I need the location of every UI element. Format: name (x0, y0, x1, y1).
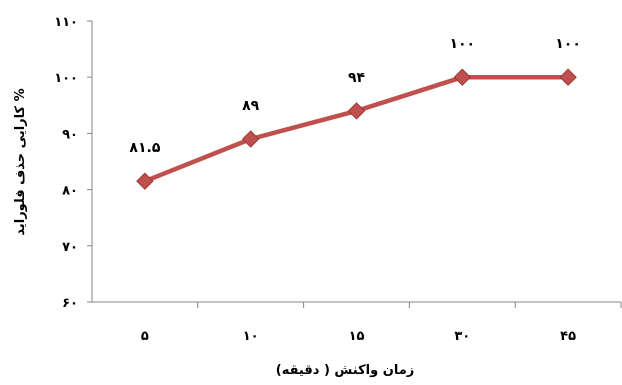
data-labels: ۸۱.۵ ۸۹ ۹۴ ۱۰۰ ۱۰۰ (129, 36, 580, 156)
x-tick-label: ۵ (141, 329, 149, 344)
data-label: ۸۹ (242, 98, 260, 114)
y-tick-label: ۶۰ (62, 296, 78, 311)
y-tick-label: ۱۰۰ (54, 71, 78, 86)
y-tick-label: ۸۰ (62, 184, 78, 199)
x-tick-label: ۱۰ (243, 329, 259, 344)
x-tick-label: ۳۰ (454, 329, 470, 344)
x-axis-ticks: ۵ ۱۰ ۱۵ ۳۰ ۴۵ (141, 302, 622, 344)
series-group (136, 68, 577, 190)
chart-axes (91, 21, 621, 303)
data-label: ۱۰۰ (555, 36, 581, 52)
y-tick-label: ۱۱۰ (54, 15, 78, 30)
x-axis-title: زمان واکنش ( دقیقه) (276, 363, 414, 378)
y-tick-label: ۷۰ (62, 240, 78, 255)
data-point-marker (453, 68, 472, 86)
data-point-marker (559, 68, 577, 86)
data-point-marker (347, 102, 366, 120)
y-tick-label: ۹۰ (62, 127, 78, 142)
data-label: ۹۴ (348, 70, 366, 86)
series-line (142, 74, 571, 184)
y-axis-ticks: ۶۰ ۷۰ ۸۰ ۹۰ ۱۰۰ ۱۱۰ (54, 15, 92, 311)
data-label: ۸۱.۵ (129, 140, 160, 156)
data-label: ۱۰۰ (449, 36, 475, 52)
x-tick-label: ۴۵ (560, 329, 576, 344)
data-point-marker (136, 172, 154, 190)
data-point-marker (241, 130, 260, 148)
x-tick-label: ۱۵ (349, 329, 365, 344)
y-axis-title: کارایی حذف فلوراید % (13, 88, 28, 235)
